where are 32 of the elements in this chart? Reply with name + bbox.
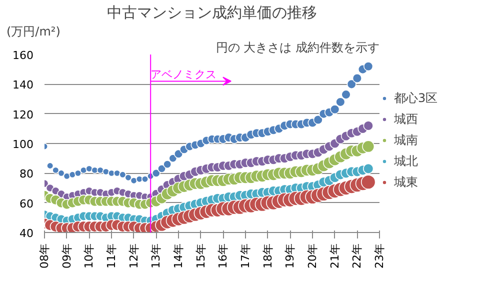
x-tick-label: 09年 [60, 243, 74, 268]
legend-label: 城南 [394, 132, 418, 148]
x-tick-label: 13年 [150, 243, 163, 268]
x-tick-label: 08年 [38, 243, 51, 268]
y-tick-label: 40 [20, 227, 34, 240]
x-tick-label: 14年 [172, 243, 185, 268]
x-tick-label: 23年 [373, 243, 386, 268]
x-tick-label: 19年 [284, 243, 297, 268]
y-tick-label: 100 [12, 138, 34, 151]
chart-title: 中古マンション成約単価の推移 [107, 4, 317, 22]
x-tick-label: 17年 [239, 243, 252, 268]
legend-label: 城西 [394, 110, 418, 128]
x-tick-label: 21年 [328, 243, 342, 268]
x-tick-label: 11年 [105, 243, 118, 268]
x-tick-label: 22年 [350, 243, 364, 268]
x-tick-label: 15年 [194, 243, 208, 268]
legend-label: 城北 [394, 152, 418, 170]
y-axis-title: (万円/m²) [6, 24, 60, 38]
y-tick-label: 120 [12, 108, 34, 122]
y-tick-label: 160 [12, 49, 34, 62]
x-tick-label: 10年 [82, 243, 96, 268]
chart-subtitle: 円の 大きさは 成約件数を示す [216, 40, 380, 54]
x-tick-label: 20年 [306, 243, 319, 268]
legend-label: 都心3区 [394, 90, 438, 106]
y-tick-label: 140 [12, 78, 34, 92]
y-tick-label: 60 [20, 197, 34, 210]
x-tick-label: 18年 [261, 243, 274, 268]
legend-label: 城東 [394, 174, 418, 190]
y-tick-label: 80 [20, 168, 34, 181]
x-tick-label: 12年 [127, 243, 140, 268]
ref-line-label: アベノミクス [150, 68, 217, 82]
x-tick-label: 16年 [216, 243, 230, 268]
